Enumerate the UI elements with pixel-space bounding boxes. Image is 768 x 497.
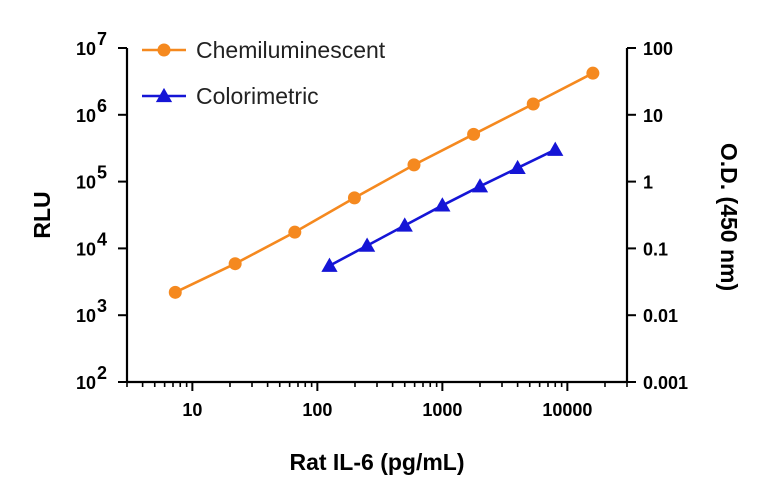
data-point: [526, 97, 540, 111]
legend-item: Colorimetric: [142, 83, 319, 109]
right-y-tick-label: 10: [643, 106, 663, 126]
series-layer: [168, 66, 600, 299]
left-y-tick-base: 10: [76, 106, 96, 126]
data-point: [358, 237, 376, 252]
series-chemiluminescent: [168, 66, 600, 299]
left-y-tick-label: 10 6: [76, 96, 107, 126]
left-y-tick-exponent: 5: [97, 163, 107, 183]
left-y-tick-base: 10: [76, 173, 96, 193]
left-y-tick-exponent: 7: [97, 29, 107, 49]
x-tick-label: 10000: [542, 400, 592, 420]
data-point: [586, 66, 600, 80]
data-point: [228, 257, 242, 271]
data-point: [434, 197, 451, 212]
data-point: [467, 127, 481, 141]
left-y-tick-base: 10: [76, 239, 96, 259]
left-y-tick-exponent: 4: [97, 229, 107, 249]
data-point: [547, 141, 564, 156]
series-colorimetric: [321, 141, 564, 272]
left-y-tick-base: 10: [76, 373, 96, 393]
data-point: [407, 158, 421, 172]
data-point: [168, 285, 182, 299]
legend-marker: [157, 43, 171, 57]
legend: Chemiluminescent Colorimetric: [142, 37, 386, 109]
data-point: [288, 225, 302, 239]
series-line: [174, 72, 594, 294]
right-y-tick-label: 0.001: [643, 373, 688, 393]
left-y-tick-label: 10 2: [76, 363, 107, 393]
right-y-tick-label: 100: [643, 39, 673, 59]
left-y-tick-exponent: 3: [97, 296, 107, 316]
left-y-tick-label: 10 7: [76, 29, 107, 59]
legend-label: Chemiluminescent: [196, 37, 386, 63]
left-y-tick-base: 10: [76, 306, 96, 326]
x-tick-label: 1000: [422, 400, 462, 420]
left-y-tick-base: 10: [76, 39, 96, 59]
left-y-tick-label: 10 3: [76, 296, 107, 326]
right-y-tick-label: 0.1: [643, 239, 668, 259]
left-y-tick-exponent: 2: [97, 363, 107, 383]
x-tick-label: 100: [302, 400, 332, 420]
left-y-tick-label: 10 4: [76, 229, 107, 259]
data-point: [321, 257, 338, 272]
data-point: [471, 178, 489, 193]
left-y-tick-exponent: 6: [97, 96, 107, 116]
right-y-tick-label: 1: [643, 173, 653, 193]
data-point: [396, 217, 413, 232]
legend-marker: [155, 87, 173, 103]
x-tick-label: 10: [182, 400, 202, 420]
right-y-tick-label: 0.01: [643, 306, 678, 326]
data-point: [347, 191, 361, 205]
legend-item: Chemiluminescent: [142, 37, 386, 63]
data-point: [509, 159, 526, 175]
left-y-tick-label: 10 5: [76, 163, 107, 193]
right-y-axis-title: O.D. (450 nm): [716, 143, 742, 291]
x-axis-title: Rat IL-6 (pg/mL): [289, 449, 464, 475]
left-y-axis-title: RLU: [29, 191, 55, 238]
legend-label: Colorimetric: [196, 83, 319, 109]
